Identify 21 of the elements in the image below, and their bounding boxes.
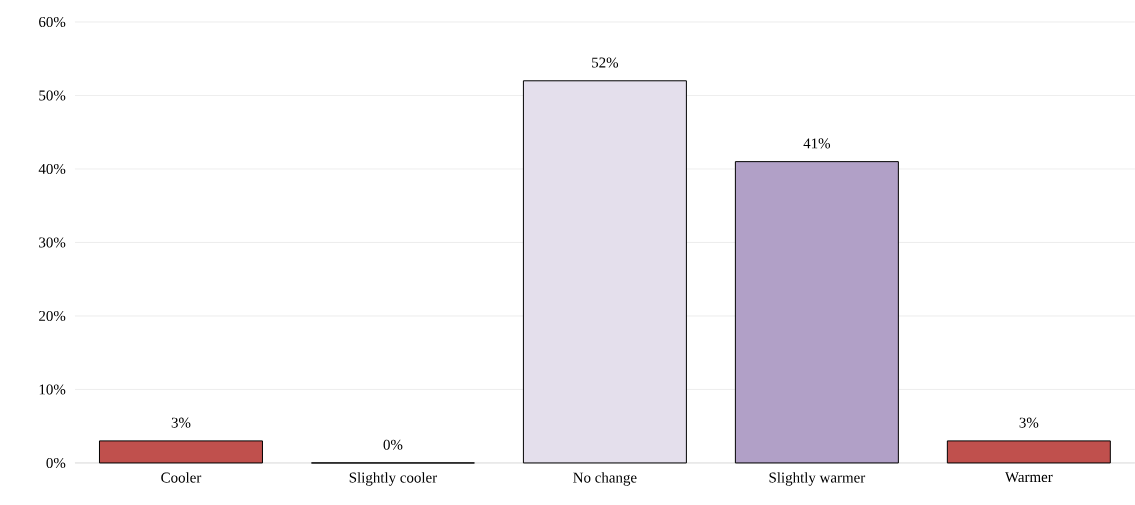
x-tick-label: Cooler <box>161 472 202 483</box>
y-tick-label: 30% <box>39 237 66 248</box>
x-tick-label: No change <box>573 472 637 486</box>
bar <box>522 80 687 464</box>
y-tick-label: 60% <box>39 16 66 28</box>
bar <box>946 440 1111 464</box>
y-tick-label: 50% <box>39 90 66 101</box>
data-label: 52% <box>592 57 619 68</box>
data-label: 0% <box>383 439 403 450</box>
y-tick-label: 40% <box>38 163 66 175</box>
bar <box>734 161 899 464</box>
data-label: 3% <box>1019 417 1039 428</box>
y-tick-label: 0% <box>46 457 66 469</box>
bar <box>98 440 263 464</box>
x-tick-label: Slightly warmer <box>769 472 866 486</box>
x-tick-label: Warmer <box>1004 472 1053 483</box>
y-tick-label: 20% <box>39 310 66 322</box>
data-label: 3% <box>171 417 191 428</box>
data-label: 41% <box>803 138 831 149</box>
x-tick-label: Slightly cooler <box>349 472 438 486</box>
y-tick-label: 10% <box>39 384 66 395</box>
